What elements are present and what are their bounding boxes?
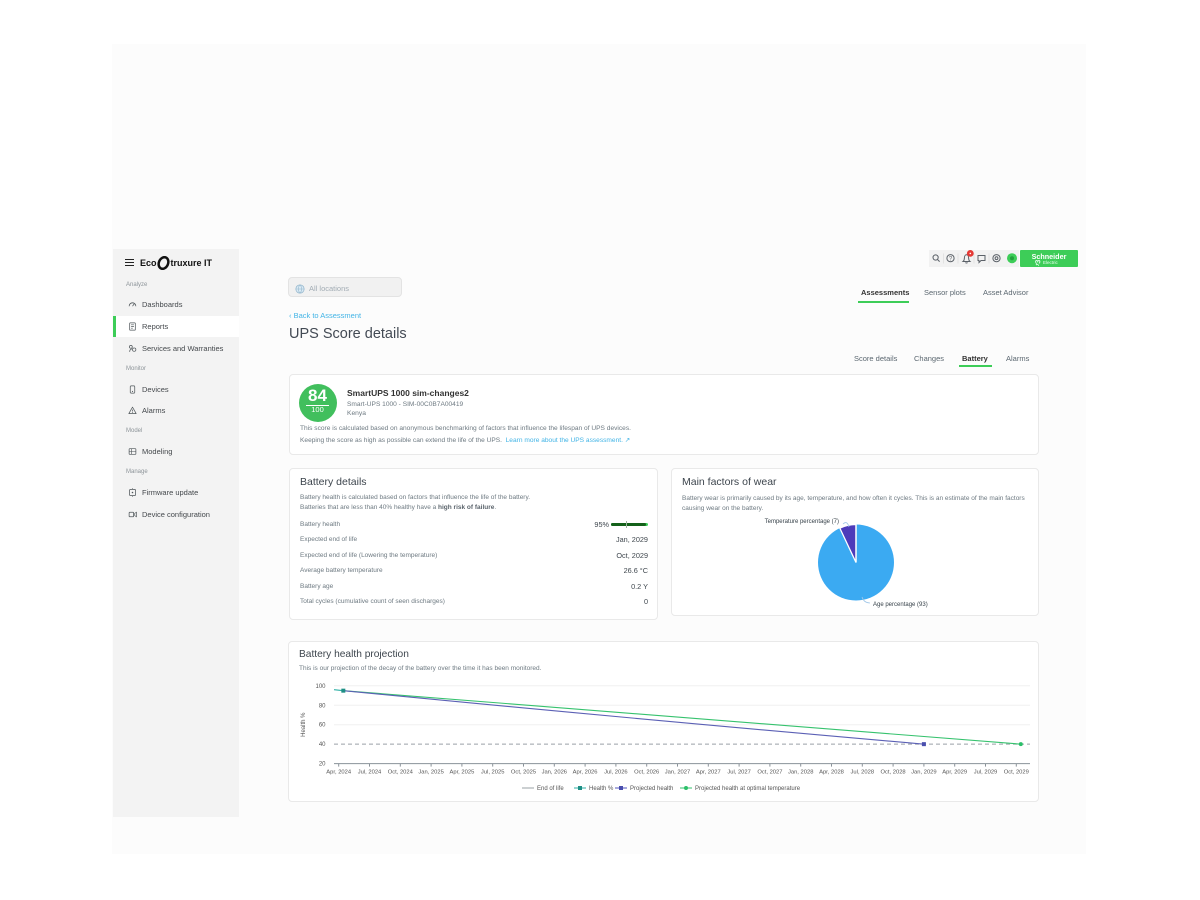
svg-text:End of life: End of life: [537, 786, 564, 792]
svg-text:Health %: Health %: [301, 712, 307, 737]
svg-text:Jul, 2026: Jul, 2026: [604, 770, 628, 776]
svg-text:Jul, 2024: Jul, 2024: [358, 770, 382, 776]
svg-text:Apr, 2025: Apr, 2025: [449, 770, 474, 776]
svg-text:Apr, 2029: Apr, 2029: [942, 770, 967, 776]
svg-text:80: 80: [319, 703, 326, 709]
svg-text:Projected health at optimal te: Projected health at optimal temperature: [695, 786, 801, 792]
svg-text:Apr, 2026: Apr, 2026: [573, 770, 598, 776]
svg-text:Oct, 2028: Oct, 2028: [881, 770, 906, 776]
svg-text:Apr, 2027: Apr, 2027: [696, 770, 721, 776]
svg-text:Apr, 2024: Apr, 2024: [326, 770, 352, 776]
svg-text:Health %: Health %: [589, 786, 614, 792]
svg-text:Jan, 2028: Jan, 2028: [788, 770, 813, 776]
svg-text:40: 40: [319, 742, 326, 748]
svg-text:Jan, 2029: Jan, 2029: [911, 770, 936, 776]
svg-text:Projected health: Projected health: [630, 786, 673, 792]
svg-text:Jul, 2027: Jul, 2027: [727, 770, 751, 776]
svg-text:Oct, 2027: Oct, 2027: [757, 770, 782, 776]
svg-text:Oct, 2025: Oct, 2025: [511, 770, 536, 776]
svg-text:20: 20: [319, 762, 326, 768]
svg-text:Temperature percentage (7): Temperature percentage (7): [765, 519, 839, 525]
svg-text:Jan, 2027: Jan, 2027: [665, 770, 690, 776]
svg-text:100: 100: [315, 684, 326, 690]
svg-text:Jul, 2028: Jul, 2028: [851, 770, 875, 776]
svg-text:Oct, 2029: Oct, 2029: [1004, 770, 1029, 776]
svg-text:?: ?: [949, 257, 953, 263]
svg-text:Jul, 2029: Jul, 2029: [974, 770, 998, 776]
svg-text:Oct, 2026: Oct, 2026: [634, 770, 659, 776]
svg-text:Age percentage (93): Age percentage (93): [873, 602, 928, 608]
svg-text:Jan, 2025: Jan, 2025: [418, 770, 443, 776]
svg-text:Jan, 2026: Jan, 2026: [542, 770, 567, 776]
svg-text:60: 60: [319, 723, 326, 729]
svg-text:Apr, 2028: Apr, 2028: [819, 770, 844, 776]
svg-text:Jul, 2025: Jul, 2025: [481, 770, 505, 776]
svg-text:Oct, 2024: Oct, 2024: [388, 770, 414, 776]
